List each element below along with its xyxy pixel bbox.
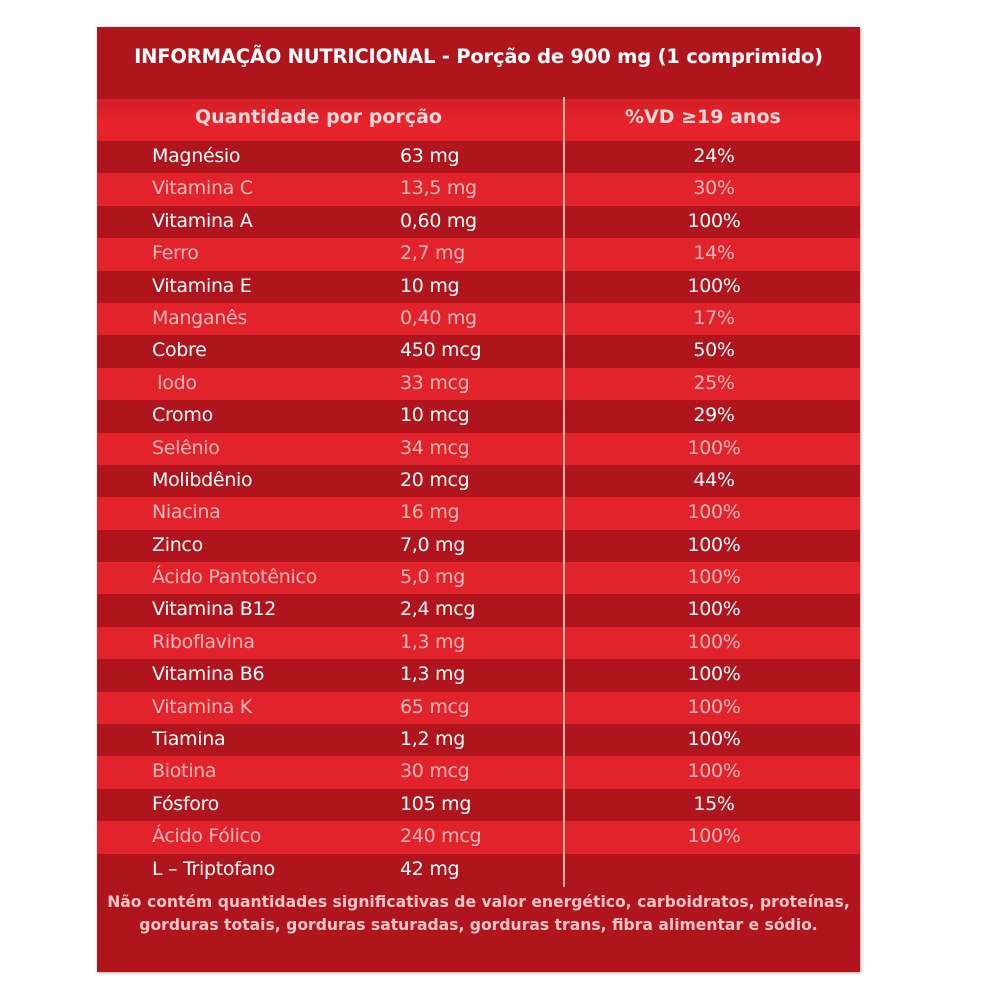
- nutrient-vd: 100%: [687, 533, 741, 556]
- column-header-quantity: Quantidade por porção: [195, 106, 442, 128]
- nutrient-row: L – Triptofano 42 mg: [97, 853, 860, 886]
- nutrient-amount: 10 mg: [400, 274, 460, 297]
- nutrient-amount: 0,40 mg: [400, 306, 477, 329]
- nutrient-name: Ácido Pantotênico: [152, 566, 317, 589]
- nutrient-vd: 100%: [687, 598, 741, 621]
- nutrient-vd: 100%: [687, 695, 741, 718]
- nutrient-amount: 0,60 mg: [400, 209, 477, 232]
- column-divider: [563, 97, 565, 887]
- nutrient-row: Vitamina B6 1,3 mg 100%: [97, 659, 860, 692]
- nutrient-row: Ácido Pantotênico 5,0 mg 100%: [97, 562, 860, 595]
- nutrient-name: Zinco: [152, 533, 203, 556]
- nutrient-amount: 16 mg: [400, 501, 460, 524]
- nutrient-name: Vitamina K: [152, 695, 252, 718]
- nutrient-row: Vitamina K 65 mcg 100%: [97, 691, 860, 725]
- nutrient-name: Vitamina A: [152, 209, 253, 232]
- nutrient-name: Magnésio: [152, 145, 241, 167]
- nutrient-vd: 44%: [693, 468, 735, 491]
- nutrient-amount: 42 mg: [400, 857, 460, 880]
- nutrient-vd: 24%: [693, 145, 735, 167]
- table-title: INFORMAÇÃO NUTRICIONAL - Porção de 900 m…: [134, 45, 823, 68]
- nutrient-amount: 13,5 mg: [400, 177, 477, 200]
- nutrient-vd: 100%: [687, 566, 741, 589]
- nutrient-amount: 2,4 mcg: [400, 598, 476, 621]
- nutrient-amount: 7,0 mg: [400, 533, 466, 556]
- nutrient-row: Niacina 16 mg 100%: [97, 497, 860, 530]
- nutrient-vd: 29%: [693, 404, 735, 427]
- nutrient-name: Vitamina E: [152, 274, 252, 297]
- nutrient-row: Biotina 30 mcg 100%: [97, 756, 860, 789]
- nutrient-name: Ácido Fólico: [152, 825, 262, 848]
- nutrient-vd: 100%: [687, 728, 741, 751]
- nutrient-amount: 30 mcg: [400, 760, 470, 783]
- nutrient-name: L – Triptofano: [152, 857, 276, 880]
- nutrient-vd: 100%: [687, 274, 741, 297]
- nutrient-vd: 50%: [693, 339, 735, 362]
- nutrient-row: Vitamina B12 2,4 mcg 100%: [97, 594, 860, 627]
- nutrient-amount: 1,3 mg: [400, 630, 466, 653]
- nutrient-name: Cobre: [152, 339, 207, 362]
- nutrient-amount: 450 mcg: [400, 339, 482, 362]
- nutrient-row: Riboflavina 1,3 mg 100%: [97, 626, 860, 660]
- nutrient-row: Vitamina C 13,5 mg 30%: [97, 173, 860, 206]
- nutrient-name: Molibdênio: [152, 468, 253, 491]
- nutrient-row: Fósforo 105 mg 15%: [97, 788, 860, 822]
- nutrient-amount: 63 mg: [400, 145, 460, 167]
- nutrient-name: Tiamina: [152, 728, 226, 751]
- nutrient-amount: 33 mcg: [400, 371, 470, 394]
- nutrient-name: Biotina: [152, 760, 217, 783]
- nutrient-vd: 100%: [687, 663, 741, 686]
- nutrient-vd: 100%: [687, 501, 741, 524]
- nutrient-vd: 25%: [693, 371, 735, 394]
- nutrient-name: Selênio: [152, 436, 220, 459]
- nutrient-vd: 30%: [693, 177, 735, 200]
- nutrient-vd: 14%: [693, 242, 735, 265]
- nutrient-row: Ácido Fólico 240 mcg 100%: [97, 821, 860, 854]
- nutrient-name: Vitamina B12: [152, 598, 277, 621]
- nutrient-name: Cromo: [152, 404, 213, 427]
- nutrient-row: Molibdênio 20 mcg 44%: [97, 464, 860, 498]
- nutrient-row: Vitamina A 0,60 mg 100%: [97, 205, 860, 239]
- nutrition-panel: INFORMAÇÃO NUTRICIONAL - Porção de 900 m…: [97, 27, 860, 972]
- nutrient-name: Manganês: [152, 306, 248, 329]
- footnote: Não contém quantidades significativas de…: [107, 893, 850, 934]
- nutrient-vd: 17%: [693, 306, 735, 329]
- nutrient-row: Cobre 450 mcg 50%: [97, 335, 860, 368]
- nutrient-amount: 1,2 mg: [400, 728, 466, 751]
- nutrient-name: Vitamina C: [152, 177, 253, 200]
- nutrient-amount: 34 mcg: [400, 436, 470, 459]
- nutrient-row: Zinco 7,0 mg 100%: [97, 529, 860, 563]
- nutrient-name: Ferro: [152, 242, 199, 265]
- nutrient-amount: 1,3 mg: [400, 663, 466, 686]
- nutrient-rows: Magnésio 63 mg 24% Vitamina C 13,5 mg 30% Vi…: [97, 141, 860, 886]
- nutrient-amount: 105 mg: [400, 792, 472, 815]
- nutrient-row: Vitamina E 10 mg 100%: [97, 270, 860, 303]
- nutrient-row: Tiamina 1,2 mg 100%: [97, 724, 860, 757]
- nutrient-row: Magnésio 63 mg 24%: [97, 141, 860, 174]
- nutrient-name: Iodo: [157, 371, 197, 394]
- nutrient-vd: 15%: [693, 792, 735, 815]
- nutrient-row: Selênio 34 mcg 100%: [97, 432, 860, 465]
- nutrient-vd: 100%: [687, 630, 741, 653]
- nutrient-amount: 65 mcg: [400, 695, 470, 718]
- nutrient-name: Niacina: [152, 501, 221, 524]
- nutrient-row: Iodo 33 mcg 25%: [97, 367, 860, 401]
- nutrient-vd: 100%: [687, 825, 741, 848]
- nutrient-row: Cromo 10 mcg 29%: [97, 400, 860, 433]
- nutrient-name: Vitamina B6: [152, 663, 265, 686]
- nutrient-row: Ferro 2,7 mg 14%: [97, 238, 860, 271]
- nutrient-name: Riboflavina: [152, 630, 255, 653]
- nutrient-amount: 5,0 mg: [400, 566, 466, 589]
- nutrient-row: Manganês 0,40 mg 17%: [97, 302, 860, 336]
- column-header-vd: %VD ≥19 anos: [625, 106, 781, 128]
- nutrient-name: Fósforo: [152, 792, 220, 815]
- nutrient-amount: 20 mcg: [400, 468, 470, 491]
- nutrient-vd: 100%: [687, 209, 741, 232]
- nutrient-amount: 2,7 mg: [400, 242, 466, 265]
- nutrient-amount: 240 mcg: [400, 825, 482, 848]
- nutrient-vd: 100%: [687, 436, 741, 459]
- nutrient-vd: 100%: [687, 760, 741, 783]
- nutrient-amount: 10 mcg: [400, 404, 470, 427]
